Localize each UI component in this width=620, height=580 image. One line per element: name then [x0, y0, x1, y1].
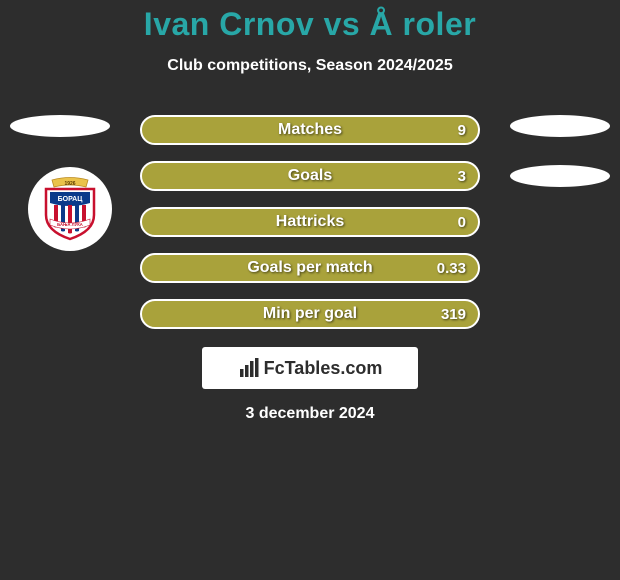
page-subtitle: Club competitions, Season 2024/2025: [0, 57, 620, 75]
stats-area: 1926 БОРАЦ: [0, 115, 620, 329]
stat-value: 0: [458, 214, 466, 231]
source-logo-box: FcTables.com: [202, 347, 418, 389]
date-text: 3 december 2024: [0, 405, 620, 423]
stat-bar: Matches 9: [140, 115, 480, 145]
stat-bar: Hattricks 0: [140, 207, 480, 237]
stat-label: Goals: [288, 167, 332, 185]
stat-value: 3: [458, 168, 466, 185]
infographic-root: Ivan Crnov vs Å roler Club competitions,…: [0, 6, 620, 580]
stat-value: 0.33: [437, 260, 466, 277]
stat-value: 319: [441, 306, 466, 323]
stat-row-matches: Matches 9: [0, 115, 620, 145]
source-logo-text: FcTables.com: [264, 358, 383, 379]
page-title: Ivan Crnov vs Å roler: [0, 6, 620, 43]
bars-icon: [238, 357, 260, 379]
stat-label: Matches: [278, 121, 342, 139]
stat-row-hattricks: Hattricks 0: [0, 207, 620, 237]
stat-row-goals: Goals 3: [0, 161, 620, 191]
stat-bar: Goals 3: [140, 161, 480, 191]
stat-row-mpg: Min per goal 319: [0, 299, 620, 329]
stat-bar: Min per goal 319: [140, 299, 480, 329]
stat-value: 9: [458, 122, 466, 139]
badge-name-top: БОРАЦ: [58, 196, 84, 203]
stat-label: Hattricks: [276, 213, 344, 231]
stat-row-gpm: Goals per match 0.33: [0, 253, 620, 283]
stat-label: Min per goal: [263, 305, 357, 323]
stat-bar: Goals per match 0.33: [140, 253, 480, 283]
source-logo: FcTables.com: [238, 357, 383, 379]
stat-label: Goals per match: [247, 259, 372, 277]
